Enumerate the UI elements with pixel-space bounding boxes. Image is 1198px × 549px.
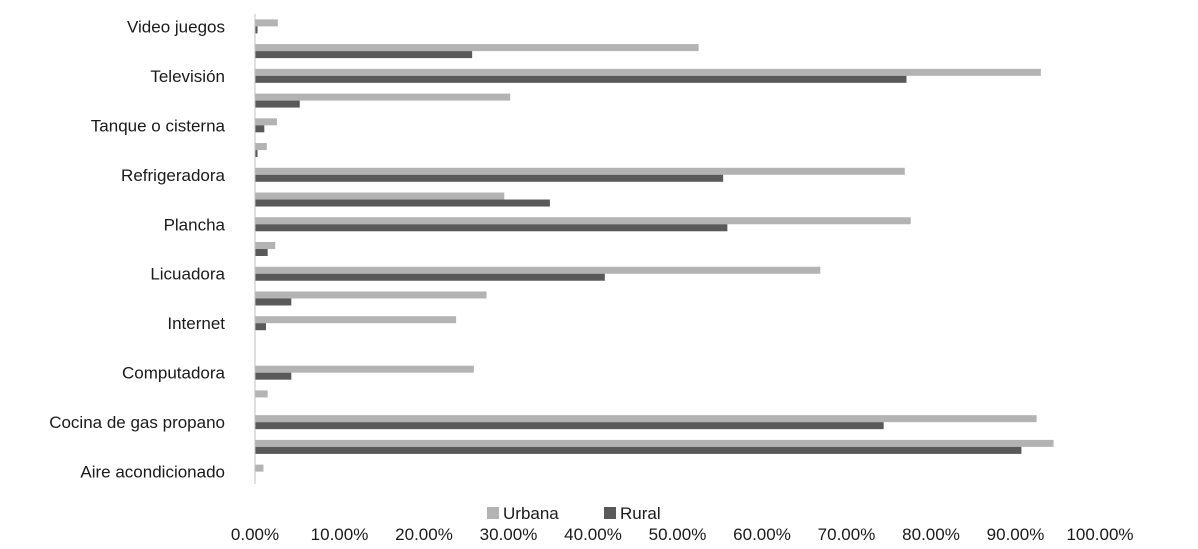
bar-rural-6 — [255, 323, 266, 331]
bar-urbana-18 — [255, 19, 278, 27]
category-label-10: Plancha — [164, 215, 226, 234]
bar-urbana-10 — [255, 217, 911, 225]
category-labels: Aire acondicionado Cocina de gas propano C… — [49, 17, 225, 481]
x-tick-label-3: 30.00% — [480, 525, 538, 544]
bar-urbana-2 — [255, 415, 1037, 423]
bar-urbana-6 — [255, 316, 457, 324]
category-label-12: Refrigeradora — [121, 166, 225, 185]
x-tick-label-7: 70.00% — [818, 525, 876, 544]
category-label-18: Video juegos — [127, 17, 225, 36]
x-tick-label-10: 100.00% — [1066, 525, 1133, 544]
bar-urbana-14 — [255, 118, 277, 126]
bar-rural-13 — [255, 150, 258, 158]
bar-rural-10 — [255, 224, 728, 232]
x-tick-label-2: 20.00% — [395, 525, 453, 544]
bar-rural-16 — [255, 75, 907, 83]
legend-swatch-1 — [604, 507, 616, 519]
category-label-14: Tanque o cisterna — [91, 116, 226, 135]
bar-urbana-11 — [255, 192, 505, 200]
bar-rural-8 — [255, 273, 605, 281]
category-label-6: Internet — [167, 314, 225, 333]
bars-layer — [255, 19, 1054, 472]
bar-rural-11 — [255, 199, 550, 207]
bar-urbana-17 — [255, 44, 699, 52]
bar-rural-1 — [255, 446, 1022, 454]
bar-urbana-13 — [255, 143, 267, 151]
bar-urbana-3 — [255, 390, 268, 398]
bar-urbana-16 — [255, 68, 1041, 76]
legend-label-1: Rural — [620, 504, 661, 523]
bar-rural-17 — [255, 51, 473, 59]
category-label-16: Televisión — [150, 67, 225, 86]
category-label-0: Aire acondicionado — [80, 463, 225, 482]
bar-urbana-8 — [255, 266, 821, 274]
bar-urbana-0 — [255, 464, 264, 472]
bar-rural-18 — [255, 26, 258, 34]
bar-rural-2 — [255, 422, 884, 430]
bar-urbana-1 — [255, 439, 1054, 447]
bar-rural-15 — [255, 100, 300, 108]
x-tick-label-0: 0.00% — [231, 525, 279, 544]
x-tick-label-6: 60.00% — [733, 525, 791, 544]
x-tick-label-4: 40.00% — [564, 525, 622, 544]
bar-rural-7 — [255, 298, 292, 306]
category-label-2: Cocina de gas propano — [49, 413, 225, 432]
bar-rural-12 — [255, 174, 724, 182]
bar-urbana-4 — [255, 365, 474, 373]
bar-rural-9 — [255, 249, 268, 256]
bar-urbana-9 — [255, 242, 276, 249]
category-label-4: Computadora — [122, 364, 226, 383]
bar-urbana-12 — [255, 167, 905, 175]
bar-rural-4 — [255, 372, 292, 380]
bar-urbana-7 — [255, 291, 487, 299]
legend: Urbana Rural — [487, 504, 661, 523]
x-tick-label-5: 50.00% — [649, 525, 707, 544]
bar-rural-14 — [255, 125, 265, 133]
legend-swatch-0 — [487, 507, 499, 519]
x-tick-label-8: 80.00% — [902, 525, 960, 544]
x-tick-labels: 0.00% 10.00% 20.00% 30.00% 40.00% 50.00% 60.00… — [231, 525, 1134, 544]
bar-urbana-15 — [255, 93, 511, 101]
legend-label-0: Urbana — [503, 504, 559, 523]
x-tick-label-1: 10.00% — [311, 525, 369, 544]
x-tick-label-9: 90.00% — [987, 525, 1045, 544]
category-label-8: Licuadora — [150, 265, 225, 284]
